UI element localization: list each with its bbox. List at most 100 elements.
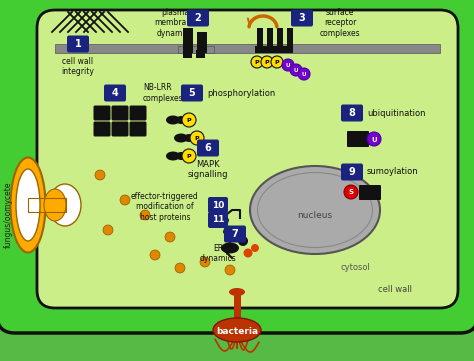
- Ellipse shape: [166, 116, 180, 125]
- Text: bacteria: bacteria: [216, 326, 258, 335]
- Ellipse shape: [10, 157, 46, 252]
- Circle shape: [175, 263, 185, 273]
- Text: 8: 8: [348, 108, 356, 118]
- Text: fungus/oomycete: fungus/oomycete: [3, 182, 12, 248]
- Text: 1: 1: [74, 39, 82, 49]
- Circle shape: [182, 113, 196, 127]
- Ellipse shape: [44, 189, 66, 221]
- FancyBboxPatch shape: [0, 0, 474, 333]
- FancyBboxPatch shape: [111, 105, 128, 121]
- Ellipse shape: [16, 169, 40, 241]
- FancyBboxPatch shape: [93, 122, 110, 136]
- Ellipse shape: [176, 116, 186, 124]
- Text: 4: 4: [111, 88, 118, 98]
- Bar: [55, 44, 440, 53]
- FancyBboxPatch shape: [224, 226, 246, 243]
- Bar: [183, 28, 193, 53]
- Text: P: P: [275, 60, 279, 65]
- Text: phosphorylation: phosphorylation: [207, 88, 275, 97]
- Bar: [183, 50, 192, 58]
- Circle shape: [225, 265, 235, 275]
- Text: effector-triggered
modification of
host proteins: effector-triggered modification of host …: [131, 192, 199, 222]
- FancyBboxPatch shape: [341, 164, 363, 180]
- Bar: [287, 28, 293, 48]
- Circle shape: [103, 225, 113, 235]
- Circle shape: [95, 170, 105, 180]
- Text: P: P: [264, 60, 269, 65]
- Text: U: U: [302, 72, 306, 77]
- Bar: [178, 46, 214, 53]
- Circle shape: [251, 244, 259, 252]
- Text: sumoylation: sumoylation: [367, 168, 419, 177]
- Ellipse shape: [184, 134, 194, 142]
- FancyBboxPatch shape: [37, 10, 458, 308]
- Circle shape: [238, 236, 248, 246]
- FancyBboxPatch shape: [129, 105, 146, 121]
- Text: 5: 5: [189, 88, 195, 98]
- Text: 6: 6: [205, 143, 211, 153]
- FancyBboxPatch shape: [291, 9, 313, 26]
- Bar: [277, 28, 283, 48]
- FancyBboxPatch shape: [111, 122, 128, 136]
- FancyBboxPatch shape: [104, 84, 126, 101]
- Text: cell wall: cell wall: [378, 286, 412, 295]
- Bar: [267, 28, 273, 48]
- FancyBboxPatch shape: [93, 105, 110, 121]
- Bar: [28, 198, 66, 212]
- Circle shape: [150, 250, 160, 260]
- Circle shape: [251, 56, 263, 68]
- Circle shape: [165, 232, 175, 242]
- Text: 7: 7: [232, 229, 238, 239]
- FancyBboxPatch shape: [67, 35, 89, 52]
- Text: U: U: [371, 136, 377, 143]
- Text: 10: 10: [212, 200, 224, 209]
- Circle shape: [244, 248, 253, 257]
- Text: cell wall
integrity: cell wall integrity: [62, 57, 94, 77]
- Ellipse shape: [221, 243, 239, 253]
- Text: cytosol: cytosol: [340, 264, 370, 273]
- Circle shape: [182, 149, 196, 163]
- Circle shape: [282, 59, 294, 71]
- Circle shape: [298, 68, 310, 80]
- Text: U: U: [286, 63, 290, 68]
- Circle shape: [290, 64, 302, 76]
- Circle shape: [120, 195, 130, 205]
- Bar: [197, 32, 207, 53]
- Text: ubiquitination: ubiquitination: [367, 109, 426, 117]
- Ellipse shape: [229, 288, 245, 296]
- Text: 9: 9: [348, 167, 356, 177]
- Ellipse shape: [174, 134, 188, 143]
- FancyBboxPatch shape: [181, 84, 203, 101]
- Bar: [196, 50, 205, 58]
- Text: U: U: [294, 68, 298, 73]
- Text: S: S: [348, 190, 354, 196]
- Text: MAPK
signalling: MAPK signalling: [188, 160, 228, 179]
- FancyBboxPatch shape: [341, 104, 363, 122]
- Text: nucleus: nucleus: [298, 210, 333, 219]
- Ellipse shape: [250, 166, 380, 254]
- FancyBboxPatch shape: [129, 122, 146, 136]
- Bar: [234, 292, 241, 320]
- FancyBboxPatch shape: [347, 131, 369, 147]
- Bar: [257, 28, 263, 48]
- Ellipse shape: [166, 152, 180, 161]
- Bar: [28, 198, 66, 212]
- Ellipse shape: [213, 318, 261, 342]
- Ellipse shape: [176, 152, 186, 160]
- Circle shape: [367, 132, 381, 146]
- Ellipse shape: [49, 184, 81, 226]
- FancyBboxPatch shape: [197, 139, 219, 157]
- Text: P: P: [255, 60, 259, 65]
- Text: NB-LRR
complexes: NB-LRR complexes: [143, 83, 183, 103]
- FancyBboxPatch shape: [187, 9, 209, 26]
- Circle shape: [140, 210, 150, 220]
- Text: P: P: [187, 118, 191, 123]
- Circle shape: [200, 257, 210, 267]
- Text: 11: 11: [212, 216, 224, 225]
- Circle shape: [344, 185, 358, 199]
- Text: 2: 2: [195, 13, 201, 23]
- Circle shape: [261, 56, 273, 68]
- Text: P: P: [195, 136, 199, 141]
- Text: ER
dynamics: ER dynamics: [200, 244, 237, 264]
- Bar: [255, 46, 293, 53]
